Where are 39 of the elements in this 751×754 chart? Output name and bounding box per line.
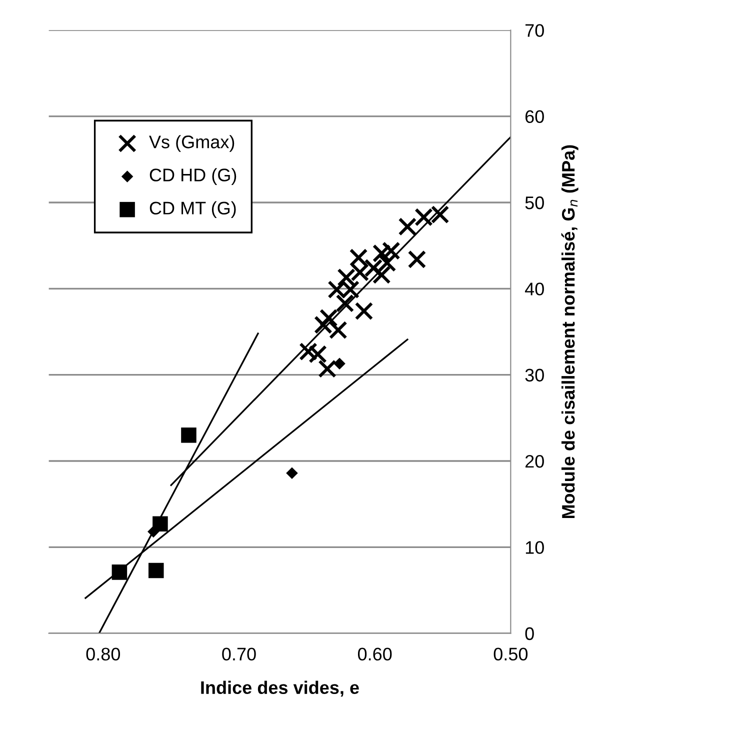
x-tick-label: 0.50 <box>494 648 528 661</box>
y-tick-label: 60 <box>525 110 544 124</box>
legend-label: Vs (Gmax) <box>149 135 234 152</box>
legend-label: CD MT (G) <box>150 201 236 218</box>
point <box>408 250 426 269</box>
x-axis-title: Indice des vides, e <box>201 680 359 697</box>
y-tick-label: 30 <box>525 368 544 382</box>
point <box>181 428 196 443</box>
x-tick-label: 0.80 <box>86 648 120 661</box>
y-tick-label: 0 <box>525 627 534 640</box>
point <box>328 320 348 340</box>
point <box>286 467 298 479</box>
point <box>314 316 332 334</box>
y-axis-title: Module de cisaillement normalisé, G$_{n}$ (MPa) <box>561 145 578 518</box>
point <box>299 342 318 361</box>
point <box>308 344 327 364</box>
y-tick-label: 50 <box>525 196 544 210</box>
y-tick-label: 10 <box>526 541 544 554</box>
point <box>354 302 374 320</box>
y-tick-label: 70 <box>525 24 544 37</box>
point <box>398 217 417 236</box>
y-tick-label: 20 <box>525 454 544 468</box>
point <box>337 268 356 287</box>
point <box>349 248 368 267</box>
point <box>334 358 346 370</box>
point <box>382 242 400 260</box>
point <box>372 244 391 263</box>
point <box>152 516 168 532</box>
legend-label: CD HD (G) <box>150 168 236 185</box>
x-tick-label: 0.60 <box>358 648 392 661</box>
point <box>319 308 338 328</box>
x-tick-label: 0.70 <box>222 648 256 661</box>
point <box>112 564 128 580</box>
y-tick-label: 40 <box>524 282 544 296</box>
point <box>318 360 336 378</box>
point <box>336 294 354 312</box>
point <box>372 266 391 284</box>
point <box>378 254 396 272</box>
point <box>148 562 164 578</box>
